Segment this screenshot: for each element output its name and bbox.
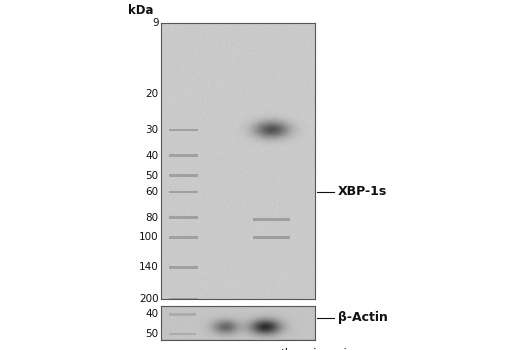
- Bar: [169, 298, 198, 301]
- Text: 40: 40: [146, 151, 159, 161]
- Bar: [169, 216, 198, 219]
- Text: 50: 50: [146, 171, 159, 181]
- Bar: [169, 154, 198, 157]
- Text: 140: 140: [139, 262, 159, 272]
- Text: 80: 80: [146, 212, 159, 223]
- Bar: [169, 266, 198, 269]
- Text: 20: 20: [146, 89, 159, 99]
- Text: 9: 9: [152, 18, 159, 28]
- Bar: [169, 236, 198, 239]
- Bar: [253, 236, 290, 239]
- Bar: [169, 190, 198, 193]
- Bar: [169, 333, 197, 335]
- Text: 100: 100: [139, 232, 159, 243]
- Text: β-Actin: β-Actin: [338, 312, 388, 324]
- Text: 40: 40: [146, 309, 159, 319]
- Bar: [169, 313, 197, 316]
- Text: 50: 50: [146, 329, 159, 339]
- Text: XBP-1s: XBP-1s: [338, 186, 387, 198]
- Text: 200: 200: [139, 294, 159, 304]
- Text: 30: 30: [146, 125, 159, 135]
- Text: kDa: kDa: [127, 5, 153, 18]
- Text: thapsigargin: thapsigargin: [281, 348, 355, 350]
- Bar: [169, 174, 198, 177]
- Text: 60: 60: [146, 187, 159, 197]
- Text: −: −: [220, 348, 231, 350]
- Bar: [253, 218, 290, 221]
- Text: +: +: [260, 348, 271, 350]
- Bar: [169, 129, 198, 132]
